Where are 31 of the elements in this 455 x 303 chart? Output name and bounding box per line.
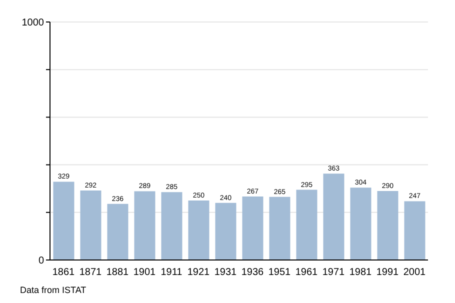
bar bbox=[377, 190, 398, 260]
x-tick-label: 1881 bbox=[106, 267, 130, 278]
x-tick-label: 1911 bbox=[160, 267, 183, 278]
bar bbox=[134, 191, 156, 260]
bar bbox=[107, 204, 128, 260]
x-tick-label: 1861 bbox=[52, 267, 76, 278]
x-tick-label: 1951 bbox=[268, 267, 292, 278]
bar bbox=[404, 201, 426, 260]
bar bbox=[53, 182, 74, 260]
bar bbox=[215, 202, 236, 260]
x-tick-label: 1871 bbox=[79, 267, 102, 278]
x-tick-label: 1961 bbox=[295, 267, 318, 278]
bar bbox=[188, 200, 210, 260]
y-tick-label: 0 bbox=[38, 256, 44, 267]
x-tick-label: 1901 bbox=[133, 267, 156, 278]
bar bbox=[242, 196, 264, 260]
bar bbox=[323, 174, 344, 260]
bar bbox=[269, 196, 290, 260]
bar bbox=[161, 192, 182, 260]
x-tick-label: 1921 bbox=[187, 267, 210, 278]
x-tick-label: 1971 bbox=[322, 267, 346, 278]
x-tick-label: 1991 bbox=[376, 267, 400, 278]
x-tick-label: 2001 bbox=[403, 267, 426, 278]
bar bbox=[350, 188, 372, 260]
x-tick-label: 1981 bbox=[349, 267, 372, 278]
text: Data from ISTAT bbox=[20, 285, 86, 295]
bar bbox=[80, 190, 102, 260]
bar bbox=[296, 190, 318, 260]
y-tick-label: 1000 bbox=[22, 18, 44, 29]
x-tick-label: 1931 bbox=[214, 267, 238, 278]
x-tick-label: 1936 bbox=[241, 267, 264, 278]
